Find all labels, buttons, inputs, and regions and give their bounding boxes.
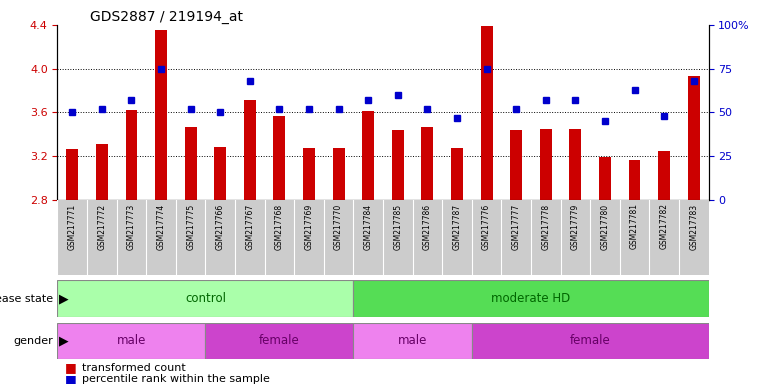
Text: moderate HD: moderate HD xyxy=(491,292,571,305)
Bar xyxy=(303,148,315,200)
Text: GSM217767: GSM217767 xyxy=(245,204,254,250)
Text: GSM217784: GSM217784 xyxy=(364,204,373,250)
Bar xyxy=(155,30,167,200)
Bar xyxy=(569,129,581,200)
Bar xyxy=(362,111,374,200)
Text: GSM217771: GSM217771 xyxy=(67,204,77,250)
Text: gender: gender xyxy=(14,336,54,346)
Text: GSM217781: GSM217781 xyxy=(630,204,639,250)
Bar xyxy=(451,148,463,200)
Text: female: female xyxy=(259,334,300,347)
Text: GSM217785: GSM217785 xyxy=(393,204,402,250)
Text: GSM217787: GSM217787 xyxy=(453,204,461,250)
Bar xyxy=(273,116,286,200)
Text: GSM217769: GSM217769 xyxy=(305,204,313,250)
Bar xyxy=(353,280,709,317)
Bar xyxy=(67,149,78,200)
Bar xyxy=(353,323,472,359)
Text: ▶: ▶ xyxy=(59,334,69,347)
Text: disease state: disease state xyxy=(0,293,54,304)
Text: male: male xyxy=(116,334,146,347)
Bar xyxy=(244,100,256,200)
Text: ▶: ▶ xyxy=(59,292,69,305)
Text: GSM217783: GSM217783 xyxy=(689,204,699,250)
Bar xyxy=(96,144,108,200)
Bar xyxy=(629,161,640,200)
Text: GSM217774: GSM217774 xyxy=(156,204,165,250)
Text: male: male xyxy=(398,334,427,347)
Bar xyxy=(421,126,434,200)
Bar xyxy=(599,157,611,200)
Bar xyxy=(126,110,137,200)
Bar xyxy=(57,280,353,317)
Text: GSM217786: GSM217786 xyxy=(423,204,432,250)
Text: ■: ■ xyxy=(65,373,77,384)
Text: GSM217778: GSM217778 xyxy=(542,204,550,250)
Text: GSM217766: GSM217766 xyxy=(216,204,224,250)
Bar xyxy=(205,323,353,359)
Text: GSM217777: GSM217777 xyxy=(512,204,521,250)
Text: GSM217776: GSM217776 xyxy=(482,204,491,250)
Bar xyxy=(472,323,709,359)
Text: GSM217775: GSM217775 xyxy=(186,204,195,250)
Text: percentile rank within the sample: percentile rank within the sample xyxy=(82,374,270,384)
Bar xyxy=(392,130,404,200)
Text: GDS2887 / 219194_at: GDS2887 / 219194_at xyxy=(90,10,243,24)
Bar xyxy=(332,148,345,200)
Bar xyxy=(658,151,670,200)
Text: control: control xyxy=(185,292,226,305)
Bar xyxy=(510,130,522,200)
Bar xyxy=(540,129,552,200)
Bar xyxy=(214,147,226,200)
Bar xyxy=(688,76,699,200)
Text: GSM217779: GSM217779 xyxy=(571,204,580,250)
Text: GSM217772: GSM217772 xyxy=(97,204,106,250)
Text: GSM217770: GSM217770 xyxy=(334,204,343,250)
Bar xyxy=(481,26,493,200)
Text: transformed count: transformed count xyxy=(82,363,185,373)
Text: ■: ■ xyxy=(65,361,77,374)
Text: GSM217782: GSM217782 xyxy=(660,204,669,250)
Bar xyxy=(185,126,197,200)
Text: female: female xyxy=(570,334,611,347)
Text: GSM217768: GSM217768 xyxy=(275,204,284,250)
Text: GSM217773: GSM217773 xyxy=(127,204,136,250)
Bar xyxy=(57,323,205,359)
Text: GSM217780: GSM217780 xyxy=(601,204,610,250)
